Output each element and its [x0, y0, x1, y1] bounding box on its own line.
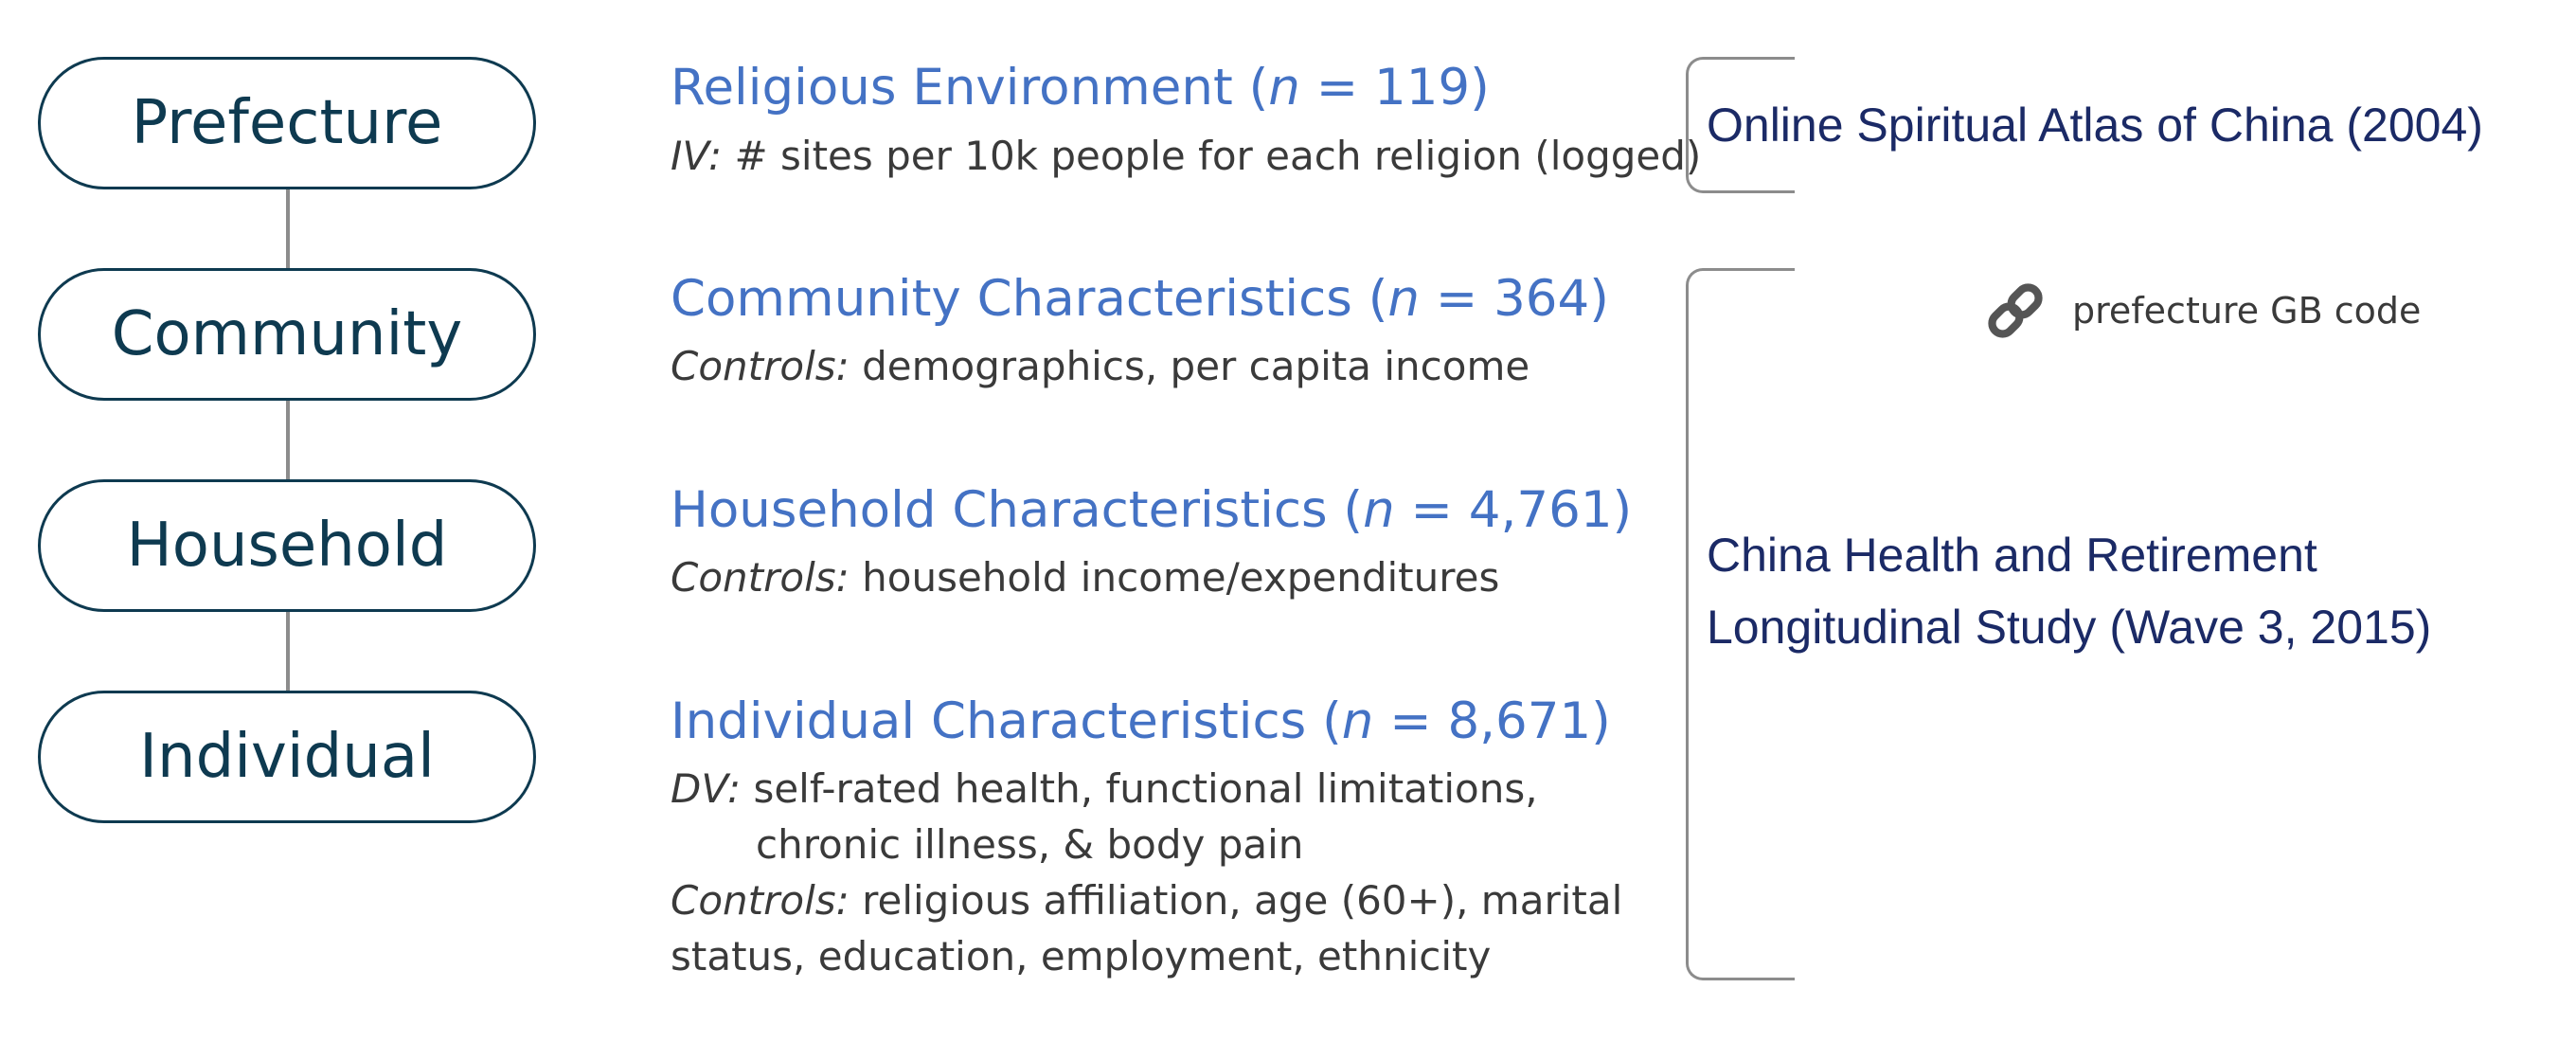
desc-religious-environment: IV: # sites per 10k people for each reli…: [671, 133, 1702, 179]
level-label: Household: [126, 511, 448, 581]
heading-religious-environment: Religious Environment (n = 119): [671, 59, 1490, 117]
heading-individual: Individual Characteristics (n = 8,671): [671, 692, 1611, 750]
link-label: prefecture GB code: [2072, 290, 2422, 332]
level-community: Community: [38, 268, 536, 401]
desc-household: Controls: household income/expenditures: [671, 554, 1500, 601]
desc-individual-controls-cont: status, education, employment, ethnicity: [671, 933, 1492, 979]
bracket-atlas: [1686, 57, 1795, 193]
desc-individual-controls: Controls: religious affiliation, age (60…: [671, 877, 1623, 924]
level-individual: Individual: [38, 691, 536, 823]
source-atlas: Online Spiritual Atlas of China (2004): [1707, 99, 2483, 152]
link-icon: [1988, 283, 2043, 338]
desc-community: Controls: demographics, per capita incom…: [671, 343, 1530, 389]
heading-household: Household Characteristics (n = 4,761): [671, 481, 1633, 539]
heading-community: Community Characteristics (n = 364): [671, 270, 1609, 328]
level-prefecture: Prefecture: [38, 57, 536, 189]
source-charls-line2: Longitudinal Study (Wave 3, 2015): [1707, 601, 2432, 654]
connector-line: [286, 401, 290, 479]
level-label: Individual: [139, 722, 435, 792]
desc-individual-dv: DV: self-rated health, functional limita…: [671, 765, 1538, 812]
level-label: Community: [111, 299, 463, 369]
level-household: Household: [38, 479, 536, 612]
bracket-charls: [1686, 268, 1795, 980]
connector-line: [286, 612, 290, 691]
desc-individual-dv-cont: chronic illness, & body pain: [756, 821, 1304, 868]
connector-line: [286, 189, 290, 268]
source-charls-line1: China Health and Retirement: [1707, 529, 2317, 582]
level-label: Prefecture: [131, 88, 443, 158]
